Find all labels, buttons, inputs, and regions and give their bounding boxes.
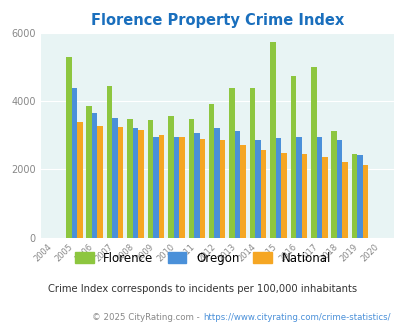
- Bar: [351, 154, 356, 238]
- Bar: [66, 57, 71, 238]
- Bar: [310, 67, 316, 238]
- Bar: [158, 135, 164, 238]
- Bar: [97, 126, 103, 238]
- Bar: [234, 131, 240, 238]
- Legend: Florence, Oregon, National: Florence, Oregon, National: [75, 252, 330, 265]
- Bar: [147, 120, 153, 238]
- Bar: [290, 76, 295, 238]
- Bar: [281, 153, 286, 238]
- Bar: [138, 129, 143, 238]
- Bar: [342, 162, 347, 238]
- Bar: [321, 157, 327, 238]
- Bar: [188, 118, 194, 238]
- Bar: [240, 145, 245, 238]
- Bar: [112, 117, 117, 238]
- Bar: [330, 131, 336, 238]
- Bar: [199, 139, 205, 238]
- Bar: [214, 128, 220, 238]
- Bar: [229, 87, 234, 238]
- Bar: [153, 137, 158, 238]
- Text: https://www.cityrating.com/crime-statistics/: https://www.cityrating.com/crime-statist…: [202, 313, 390, 322]
- Title: Florence Property Crime Index: Florence Property Crime Index: [90, 13, 343, 28]
- Bar: [117, 127, 123, 238]
- Bar: [92, 113, 97, 238]
- Bar: [336, 140, 342, 238]
- Bar: [86, 106, 92, 238]
- Bar: [255, 140, 260, 238]
- Bar: [132, 128, 138, 238]
- Bar: [301, 154, 307, 238]
- Bar: [270, 42, 275, 238]
- Bar: [275, 138, 281, 238]
- Bar: [194, 133, 199, 238]
- Bar: [71, 87, 77, 238]
- Text: © 2025 CityRating.com -: © 2025 CityRating.com -: [92, 313, 202, 322]
- Bar: [362, 165, 367, 238]
- Bar: [173, 137, 179, 238]
- Bar: [107, 86, 112, 238]
- Bar: [220, 140, 225, 238]
- Bar: [77, 122, 82, 238]
- Bar: [168, 116, 173, 238]
- Bar: [179, 137, 184, 238]
- Bar: [209, 104, 214, 238]
- Bar: [260, 149, 266, 238]
- Bar: [127, 119, 132, 238]
- Bar: [249, 87, 255, 238]
- Bar: [356, 155, 362, 238]
- Text: Crime Index corresponds to incidents per 100,000 inhabitants: Crime Index corresponds to incidents per…: [48, 284, 357, 294]
- Bar: [316, 137, 321, 238]
- Bar: [295, 137, 301, 238]
